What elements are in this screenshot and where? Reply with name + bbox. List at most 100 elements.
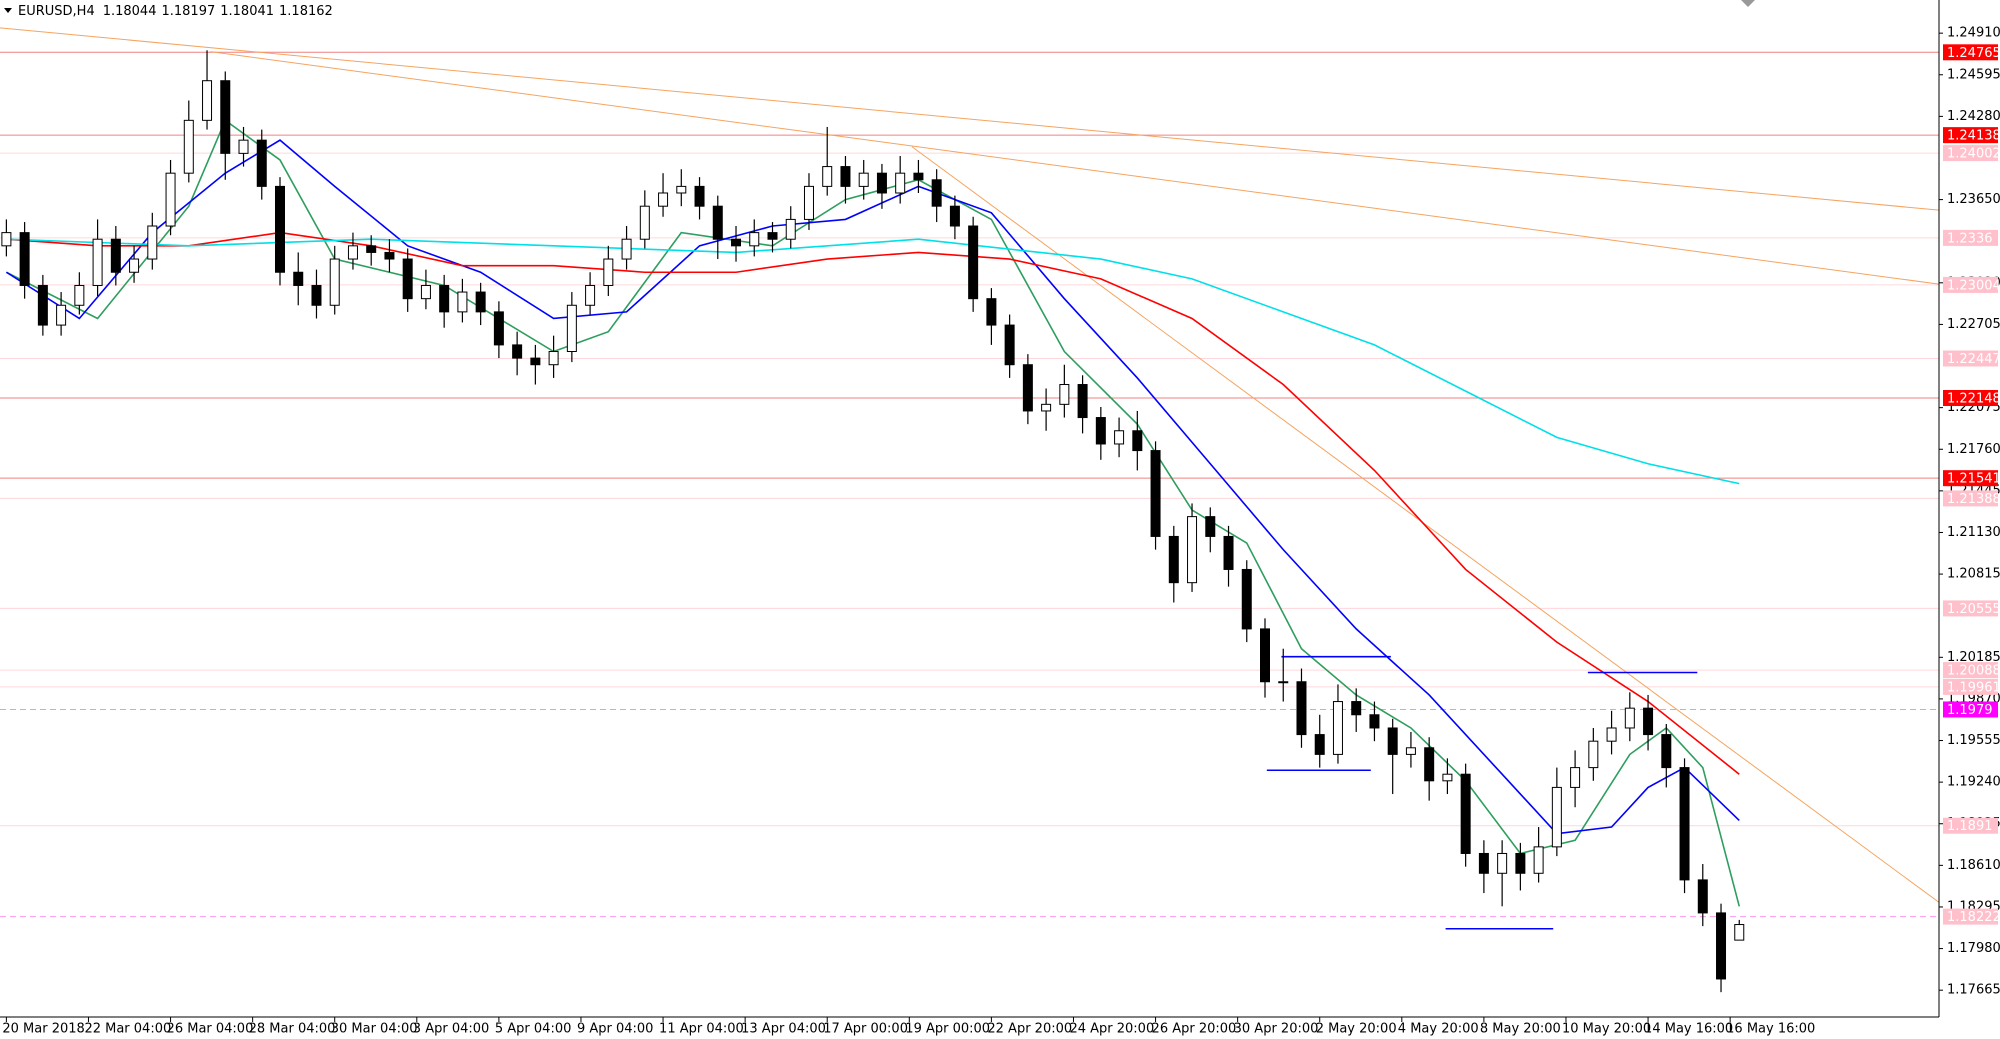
level-label-box [1943,662,1998,679]
candle-body [858,172,869,187]
shift-marker[interactable] [1741,0,1755,7]
open-price: 1.18044 [103,4,157,19]
level-label-box [1943,229,1998,246]
level-label: 1.19961 [1947,680,2000,695]
candle-body [1,232,12,247]
candle-body [731,238,742,247]
candle-body [1077,384,1088,419]
candle-body [439,284,450,313]
level-label: 1.20555 [1947,602,2000,617]
candle-body [968,225,979,300]
y-tick-label: 1.17665 [1947,983,2000,998]
candle-body [1570,767,1581,788]
y-tick-label: 1.20815 [1947,567,2000,582]
level-label: 1.1891 [1947,819,1993,834]
candle-body [1351,701,1362,716]
candle-body [949,205,960,227]
candle-body [19,232,30,286]
y-tick-label: 1.17980 [1947,941,2000,956]
x-tick-label: 14 May 16:00 [1644,1022,1733,1037]
candle-body [548,351,559,366]
candle-body [493,311,504,346]
candle-body [1296,681,1307,736]
candle-body [329,258,340,306]
candle-body [384,251,395,260]
y-tick-label: 1.21130 [1947,525,2000,540]
candle-body [256,139,267,187]
candle-body [913,172,924,181]
candle-body [931,179,942,207]
low-price: 1.18041 [220,4,274,19]
candle-body [56,304,67,326]
x-tick-label: 4 May 20:00 [1398,1022,1479,1037]
candle-body [1405,747,1416,755]
candle-body [512,344,523,359]
x-tick-label: 19 Apr 00:00 [905,1022,990,1037]
candle-body [676,185,687,194]
candle-body [1187,516,1198,584]
candle-body [420,284,431,300]
high-price: 1.18197 [161,4,215,19]
candle-body [1643,707,1654,736]
x-tick-label: 11 Apr 04:00 [659,1022,744,1037]
y-tick-label: 1.18610 [1947,858,2000,873]
candle-body [621,238,632,260]
x-tick-label: 28 Mar 04:00 [249,1022,336,1037]
candle-body [457,291,468,313]
candle-body [876,172,887,194]
candle-body [639,205,650,240]
candle-body [530,357,541,366]
level-label-box [1943,127,1998,144]
candle-body [895,172,906,194]
candle-body [566,304,577,353]
level-label: 1.21541 [1947,472,2000,487]
candle-body [658,192,669,207]
candle-body [986,298,997,326]
level-label-box [1943,44,1998,61]
candle-body [110,238,121,273]
x-tick-label: 16 May 16:00 [1726,1022,1815,1037]
level-label: 1.21388 [1947,492,2000,507]
candle-body [1095,417,1106,445]
level-label-box [1943,390,1998,407]
candle-body [1114,430,1125,445]
candle-body [1168,535,1179,584]
level-label: 1.20088 [1947,664,2000,679]
level-label-box [1943,701,1998,718]
candle-body [1387,727,1398,755]
candle-body [840,166,851,187]
candle-body [1150,450,1161,537]
y-tick-label: 1.19240 [1947,775,2000,790]
candle-body [165,172,176,227]
candle-body [1533,846,1544,874]
moving-average [6,231,1740,775]
level-label-box [1943,276,1998,293]
y-tick-label: 1.24910 [1947,26,2000,41]
candle-body [1716,912,1727,980]
candle-body [92,238,103,286]
candle-body [1424,747,1435,782]
candle-body [1041,403,1052,412]
candle-body [220,80,231,154]
x-tick-label: 2 May 20:00 [1316,1022,1397,1037]
candle-body [603,258,614,286]
candle-body [1260,628,1271,683]
x-tick-label: 22 Apr 20:00 [987,1022,1072,1037]
level-label: 1.24002 [1947,147,2000,162]
candle-body [347,245,358,260]
menu-arrow[interactable] [4,8,12,13]
trendline [911,146,1939,903]
candle-body [1460,773,1471,854]
candle-body [749,232,760,247]
candle-body [293,271,304,286]
plot-area [0,27,1939,993]
symbol-info: EURUSD,H4 1.18044 1.18197 1.18041 1.18162 [18,4,333,19]
trendline [0,27,1939,211]
level-label-box [1943,817,1998,834]
candle-body [1278,681,1289,684]
candle-body [822,166,833,187]
x-tick-label: 10 May 20:00 [1562,1022,1651,1037]
y-tick-label: 1.23650 [1947,192,2000,207]
